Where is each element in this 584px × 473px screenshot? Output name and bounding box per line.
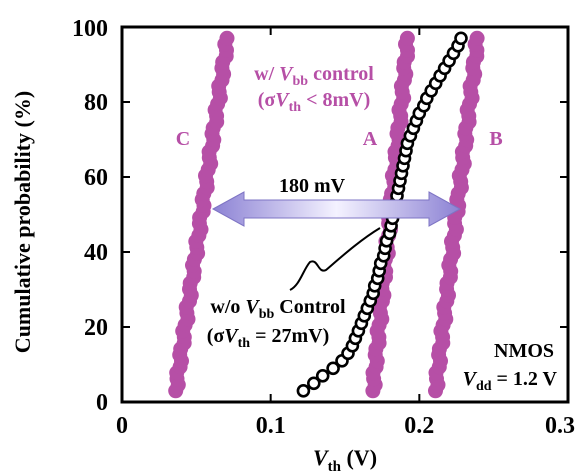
y-axis-title: Cumulative probability (%) (10, 91, 35, 353)
data-point (326, 361, 340, 376)
wbb-annotation-line1: w/ Vbb control (254, 63, 374, 89)
wobb-annotation-line1: w/o Vbb Control (210, 296, 346, 322)
y-tick-label: 80 (84, 90, 108, 116)
data-point (469, 30, 485, 46)
data-point (399, 30, 415, 46)
shift-double-arrow (211, 191, 462, 227)
wobb-annotation-line2: (σVth = 27mV) (207, 325, 330, 351)
x-tick-label: 0.1 (256, 413, 286, 439)
y-tick-label: 0 (96, 390, 108, 416)
data-point (315, 368, 330, 383)
series-b-wbb (428, 30, 485, 399)
y-tick-label: 20 (84, 315, 108, 341)
axis-ticks (121, 26, 569, 403)
series-label-c: C (176, 128, 190, 150)
series-c-wbb (168, 30, 235, 399)
data-point (296, 383, 311, 398)
x-axis-title: Vth (V) (313, 445, 377, 473)
x-tick-label: 0.3 (545, 413, 575, 439)
series-label-b: B (489, 128, 502, 150)
plot-frame (120, 25, 570, 404)
data-point (306, 376, 321, 391)
x-tick-label: 0 (116, 413, 128, 439)
data-point (219, 30, 235, 46)
y-tick-label: 60 (84, 165, 108, 191)
arrow-label: 180 mV (279, 175, 346, 197)
y-tick-label: 100 (72, 16, 108, 42)
wbb-annotation-line2: (σVth < 8mV) (258, 89, 371, 115)
x-tick-label: 0.2 (404, 413, 434, 439)
vdd-label: Vdd = 1.2 V (463, 368, 558, 394)
wobb-callout-line (289, 227, 381, 291)
series-label-a: A (363, 128, 378, 150)
data-point (454, 31, 468, 46)
nmos-label: NMOS (494, 340, 554, 362)
series-wobb (296, 31, 468, 398)
y-tick-label: 40 (84, 240, 108, 266)
